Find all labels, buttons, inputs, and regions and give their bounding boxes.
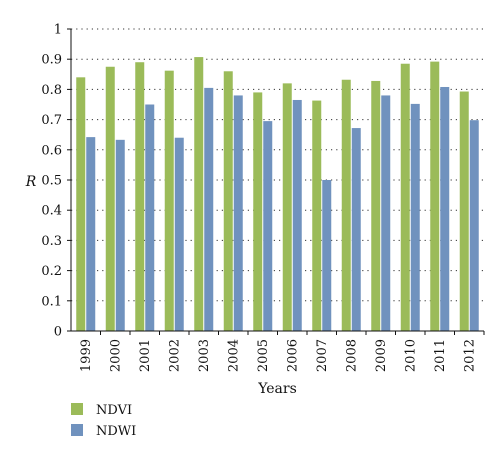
bar-ndwi-2003: [204, 87, 214, 331]
gridlines: [71, 28, 484, 302]
y-tick-labels: 0 0.1 0.2 0.3 0.4 0.5 0.6 0.7 0.8 0.9 1: [41, 23, 71, 340]
x-tick-label: 2007: [315, 339, 330, 372]
bar-ndvi-2006: [282, 83, 292, 331]
bar-ndwi-2006: [292, 99, 302, 331]
bar-ndwi-2004: [233, 95, 243, 331]
x-tick-label: 2011: [433, 339, 448, 372]
x-tick-label: 1999: [79, 339, 94, 372]
x-tick-label: 2003: [197, 339, 212, 372]
y-tick-label: 0.6: [41, 143, 62, 158]
bar-ndwi-2009: [381, 95, 391, 331]
bar-ndwi-1999: [86, 137, 96, 331]
x-tick-label: 2008: [344, 339, 359, 372]
x-tick-label: 2006: [285, 339, 300, 372]
y-tick-label: 0.9: [41, 53, 62, 68]
y-tick-label: 0: [54, 325, 62, 340]
bar-ndwi-2001: [145, 104, 155, 331]
bar-ndwi-2002: [174, 137, 184, 331]
bar-ndwi-2008: [351, 128, 361, 331]
bar-ndvi-2001: [135, 62, 145, 331]
bar-ndwi-2011: [440, 86, 450, 331]
x-tick-label: 2009: [374, 339, 389, 372]
x-tick-labels: 1999 2000 2001 2002 2003 2004 2005 2006 2007 2008…: [79, 331, 485, 372]
bar-ndvi-2008: [341, 79, 351, 332]
y-tick-label: 0.3: [41, 234, 62, 249]
x-tick-label: 2000: [108, 339, 123, 372]
x-axis-title: Years: [257, 381, 297, 397]
bar-ndvi-2009: [371, 80, 381, 331]
bar-ndvi-2000: [105, 66, 115, 331]
legend-swatch-ndvi: [71, 403, 83, 415]
bar-ndvi-2002: [164, 70, 174, 332]
y-tick-label: 0.2: [41, 264, 62, 279]
bar-ndvi-2010: [400, 63, 410, 331]
bar-ndwi-2010: [410, 103, 420, 331]
x-tick-label: 2002: [167, 339, 182, 372]
bars: [76, 57, 479, 332]
bar-ndvi-2003: [194, 57, 204, 331]
y-axis-title: R: [25, 174, 37, 190]
x-tick-label: 2012: [462, 339, 477, 372]
bar-ndvi-1999: [76, 77, 86, 331]
x-tick-label: 2005: [256, 339, 271, 372]
bar-ndwi-2012: [469, 120, 479, 331]
x-tick-label: 2004: [226, 339, 241, 372]
x-tick-label: 2001: [138, 339, 153, 372]
y-tick-label: 0.1: [41, 294, 62, 309]
bar-ndvi-2012: [459, 91, 469, 331]
legend-label-ndvi: NDVI: [96, 403, 132, 418]
legend-swatch-ndwi: [71, 424, 83, 436]
y-tick-label: 0.5: [41, 174, 62, 189]
axes: [70, 29, 484, 332]
y-tick-label: 1: [54, 23, 62, 38]
bar-ndvi-2005: [253, 92, 263, 331]
bar-ndwi-2000: [115, 139, 125, 331]
bar-ndwi-2007: [322, 180, 332, 331]
legend-label-ndwi: NDWI: [96, 424, 136, 439]
x-tick-label: 2010: [403, 339, 418, 372]
bar-ndvi-2004: [223, 71, 233, 331]
bar-ndvi-2011: [430, 61, 440, 332]
y-tick-label: 0.4: [41, 204, 62, 219]
legend: NDVI NDWI: [71, 403, 136, 439]
bar-ndvi-2007: [312, 100, 322, 331]
y-tick-label: 0.7: [41, 113, 62, 128]
y-tick-label: 0.8: [41, 83, 62, 98]
bar-ndwi-2005: [263, 121, 273, 331]
